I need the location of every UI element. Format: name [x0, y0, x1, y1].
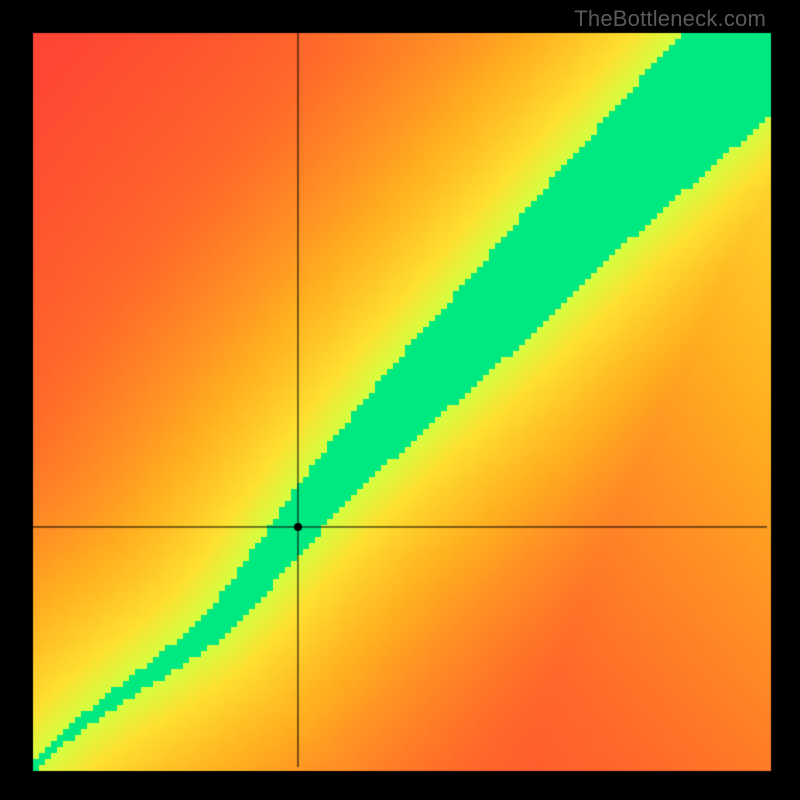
watermark-text: TheBottleneck.com	[574, 6, 766, 32]
bottleneck-heatmap	[0, 0, 800, 800]
